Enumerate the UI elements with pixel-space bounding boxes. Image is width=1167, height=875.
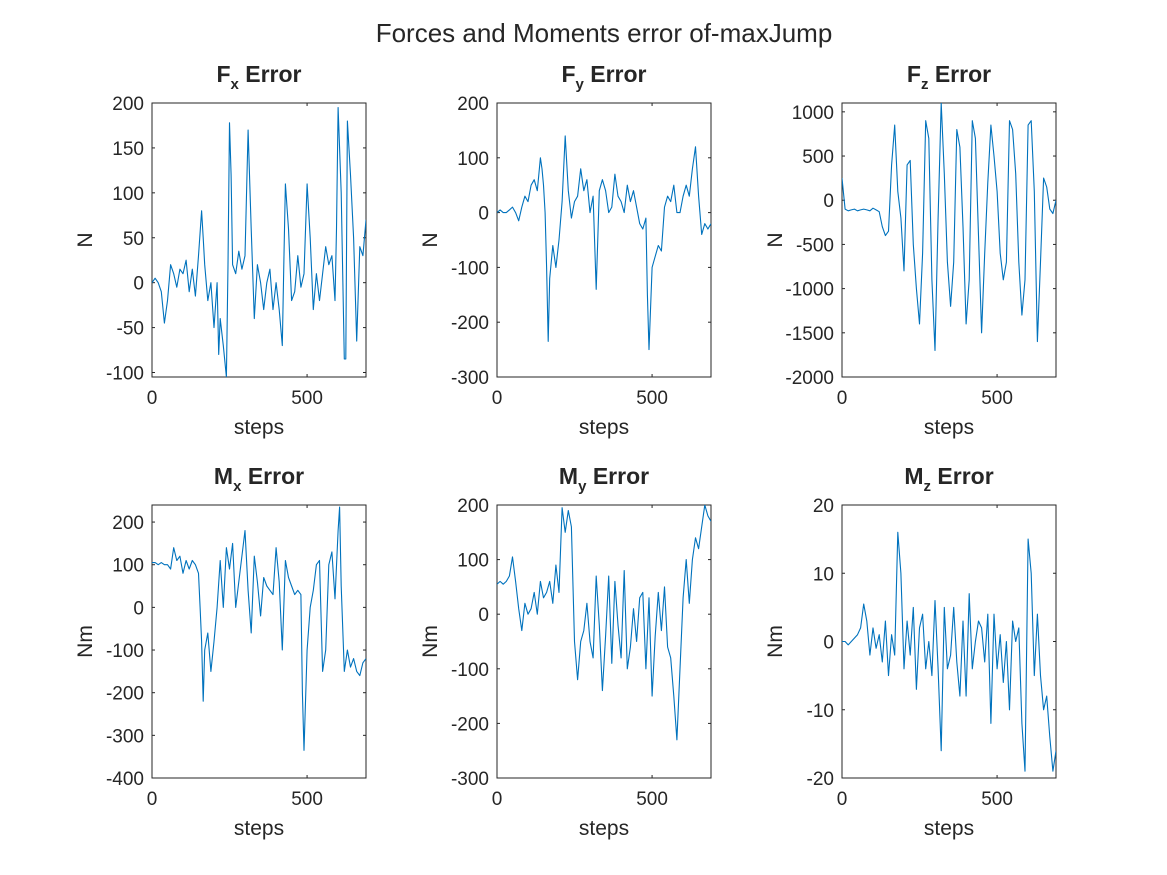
y-tick-label-fy: 0: [478, 204, 489, 225]
x-tick-label-mx: 0: [147, 789, 158, 810]
y-tick-label-my: -100: [451, 660, 489, 681]
y-tick-label-my: 200: [457, 496, 489, 517]
series-line-fx: [152, 106, 366, 377]
y-tick-label-my: -200: [451, 714, 489, 735]
y-tick-label-mx: -300: [106, 726, 144, 747]
subplot-fx: Fx Error 0 500 -100 -50 0 50 100 150 200 steps N: [74, 61, 367, 439]
y-tick-label-fx: 150: [112, 139, 144, 160]
x-axis-label-fx: steps: [234, 416, 284, 439]
x-tick-label-my: 0: [492, 789, 503, 810]
x-tick-label-fy: 500: [636, 388, 668, 409]
y-tick-label-mx: 200: [112, 513, 144, 534]
x-tick-label-mz: 0: [837, 789, 848, 810]
y-tick-label-mx: 0: [133, 598, 144, 619]
x-tick-label-my: 500: [636, 789, 668, 810]
x-axis-label-fz: steps: [924, 416, 974, 439]
y-tick-label-mx: -100: [106, 641, 144, 662]
y-tick-label-fz: -1000: [785, 280, 834, 301]
y-tick-label-fx: -50: [117, 319, 144, 340]
subplot-title-fx: Fx Error: [216, 61, 301, 93]
y-tick-label-mz: -10: [807, 701, 834, 722]
subplot-fz: Fz Error 0 500 -2000 -1500 -1000 -500 0 500 1000 s…: [764, 61, 1057, 439]
y-tick-label-fx: 100: [112, 184, 144, 205]
y-tick-label-fx: 0: [133, 274, 144, 295]
y-tick-label-fx: -100: [106, 364, 144, 385]
x-tick-label-fy: 0: [492, 388, 503, 409]
x-tick-label-fz: 500: [981, 388, 1013, 409]
subplot-my: My Error 0 500 -300 -200 -100 0 100 200 steps Nm: [419, 463, 712, 840]
plot-area-fy: [496, 102, 712, 378]
y-tick-label-fz: 1000: [792, 103, 834, 124]
y-axis-label-fx: N: [74, 232, 97, 247]
y-tick-label-fz: -500: [796, 235, 834, 256]
y-tick-label-fz: 500: [802, 147, 834, 168]
plot-area-my: [496, 504, 712, 779]
x-axis-label-my: steps: [579, 817, 629, 840]
subplot-mz: Mz Error 0 500 -20 -10 0 10 20 steps Nm: [764, 463, 1057, 840]
y-tick-label-mz: 0: [823, 633, 834, 654]
x-axis-label-fy: steps: [579, 416, 629, 439]
y-axis-label-fy: N: [419, 232, 442, 247]
x-tick-label-fx: 500: [291, 388, 323, 409]
series-line-mx: [152, 506, 366, 751]
y-tick-label-my: 0: [478, 605, 489, 626]
subplot-fy: Fy Error 0 500 -300 -200 -100 0 100 200 steps N: [419, 61, 712, 439]
y-tick-label-mz: 10: [813, 564, 834, 585]
y-tick-label-fx: 50: [123, 229, 144, 250]
y-tick-label-mx: -200: [106, 684, 144, 705]
subplot-title-mx: Mx Error: [214, 463, 304, 495]
figure-title: Forces and Moments error of-maxJump: [376, 18, 833, 48]
x-axis-label-mx: steps: [234, 817, 284, 840]
y-tick-label-fy: -200: [451, 313, 489, 334]
x-tick-label-fz: 0: [837, 388, 848, 409]
y-tick-label-my: -300: [451, 769, 489, 790]
y-axis-label-my: Nm: [419, 625, 442, 658]
y-tick-label-mz: -20: [807, 769, 834, 790]
y-tick-label-fy: 200: [457, 94, 489, 115]
plot-area-mz: [841, 504, 1057, 779]
y-axis-label-mx: Nm: [74, 625, 97, 658]
series-line-fz: [842, 103, 1056, 352]
y-tick-label-fx: 200: [112, 94, 144, 115]
subplot-title-my: My Error: [559, 463, 649, 495]
plot-area-mx: [151, 504, 367, 779]
y-tick-label-fy: -300: [451, 368, 489, 389]
y-tick-label-mz: 20: [813, 496, 834, 517]
y-tick-label-fz: -2000: [785, 368, 834, 389]
subplot-title-mz: Mz Error: [904, 463, 993, 495]
series-line-fy: [497, 135, 711, 351]
subplot-title-fz: Fz Error: [907, 61, 991, 93]
series-line-my: [497, 505, 711, 741]
series-line-mz: [842, 531, 1056, 772]
plot-area-fz: [841, 102, 1057, 378]
y-axis-label-mz: Nm: [764, 625, 787, 658]
y-tick-label-mx: -400: [106, 769, 144, 790]
y-tick-label-fy: 100: [457, 149, 489, 170]
y-tick-label-fz: 0: [823, 191, 834, 212]
y-tick-label-my: 100: [457, 551, 489, 572]
subplot-mx: Mx Error 0 500 -400 -300 -200 -100 0 100 200 steps…: [74, 463, 367, 840]
plot-area-fx: [151, 102, 367, 378]
y-axis-label-fz: N: [764, 232, 787, 247]
y-tick-label-fz: -1500: [785, 324, 834, 345]
x-axis-label-mz: steps: [924, 817, 974, 840]
subplot-title-fy: Fy Error: [561, 61, 646, 93]
x-tick-label-mz: 500: [981, 789, 1013, 810]
y-tick-label-mx: 100: [112, 556, 144, 577]
x-tick-label-mx: 500: [291, 789, 323, 810]
y-tick-label-fy: -100: [451, 258, 489, 279]
x-tick-label-fx: 0: [147, 388, 158, 409]
